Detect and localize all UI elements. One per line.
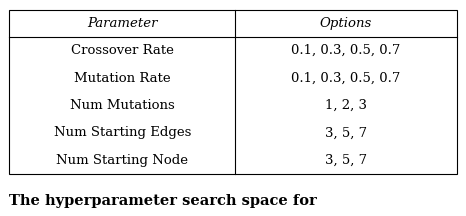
Text: 0.1, 0.3, 0.5, 0.7: 0.1, 0.3, 0.5, 0.7 <box>291 44 401 57</box>
Text: Mutation Rate: Mutation Rate <box>74 72 171 85</box>
Text: Options: Options <box>320 17 372 30</box>
Text: Num Starting Edges: Num Starting Edges <box>54 126 191 139</box>
Text: 3, 5, 7: 3, 5, 7 <box>325 154 367 167</box>
Text: Num Mutations: Num Mutations <box>70 99 175 112</box>
Text: 0.1, 0.3, 0.5, 0.7: 0.1, 0.3, 0.5, 0.7 <box>291 72 401 85</box>
Text: Parameter: Parameter <box>87 17 158 30</box>
Text: Crossover Rate: Crossover Rate <box>71 44 174 57</box>
Text: The hyperparameter search space for: The hyperparameter search space for <box>9 194 317 208</box>
Text: 3, 5, 7: 3, 5, 7 <box>325 126 367 139</box>
Text: Num Starting Node: Num Starting Node <box>56 154 188 167</box>
Text: 1, 2, 3: 1, 2, 3 <box>325 99 367 112</box>
Bar <box>9 10 457 174</box>
